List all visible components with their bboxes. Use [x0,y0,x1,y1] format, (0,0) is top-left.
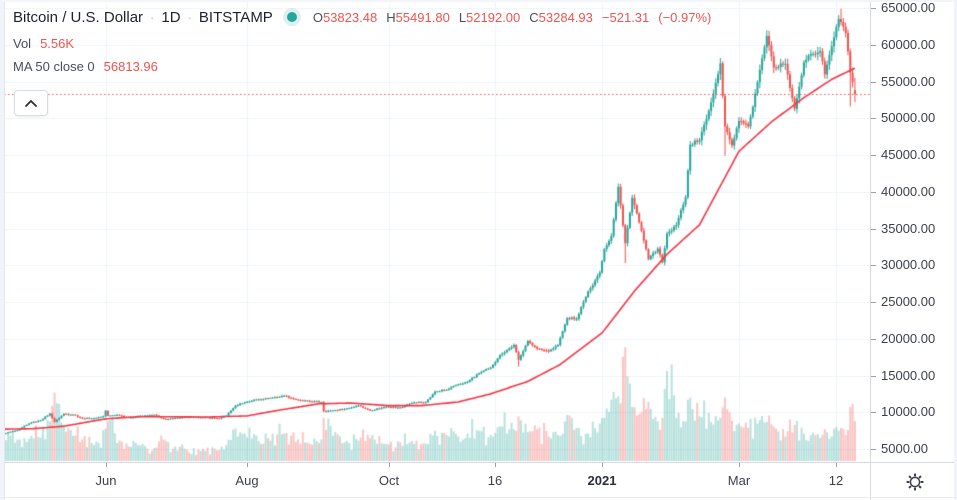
x-axis-tick [389,463,390,467]
y-axis-label: 5000.00 [881,441,928,456]
chevron-up-icon [25,99,37,107]
legend-separator: · [187,9,192,25]
low-label: L [458,9,467,25]
y-axis-tick [871,376,876,377]
symbol-title[interactable]: Bitcoin / U.S. Dollar [13,8,144,26]
axis-settings-corner[interactable] [870,462,957,500]
price-axis[interactable]: 65000.00 60000.00 55000.00 50000.00 45000.00… [870,0,957,462]
left-toolbar-edge [0,0,5,500]
y-axis-label: 60000.00 [881,36,936,52]
ohlc-values: O53823.48 H55491.80 L52192.00 C53284.93 … [313,10,712,25]
y-axis-tick [871,265,876,266]
x-axis-tick [106,463,107,467]
ma50-value: 56813.96 [103,58,158,74]
x-axis-tick [247,463,248,467]
y-axis-tick [871,118,876,119]
close-value: 53284.93 [538,9,593,25]
y-axis-tick [871,8,876,9]
y-axis-tick [871,82,876,83]
high-label: H [386,9,396,25]
y-axis-tick [871,229,876,230]
price-chart-canvas[interactable] [0,0,870,462]
window-top-edge [0,0,957,2]
x-axis-label: Mar [727,473,751,488]
legend-symbol-row: Bitcoin / U.S. Dollar · 1D · BITSTAMP O5… [13,6,711,28]
open-label: O [312,9,323,25]
x-axis-tick [602,463,603,467]
y-axis-label: 15000.00 [881,367,936,383]
low-value: 52192.00 [466,9,521,25]
x-axis-label: 16 [487,473,503,488]
ma50-label: MA 50 close 0 [13,58,95,74]
y-axis-label: 50000.00 [881,110,936,126]
y-axis-tick [871,155,876,156]
y-axis-label: 40000.00 [881,183,936,199]
y-axis-label: 10000.00 [881,404,936,420]
x-axis-label: 12 [828,473,844,488]
y-axis-label: 55000.00 [881,73,936,89]
y-axis-label: 65000.00 [881,0,936,15]
volume-value: 5.56K [40,35,75,51]
change-value: −521.31 [601,9,650,25]
y-axis-label: 25000.00 [881,294,936,309]
y-axis-tick [871,302,876,303]
x-axis-label: Aug [235,473,259,488]
window-bottom-edge [0,497,957,498]
interval-label[interactable]: 1D [161,8,181,26]
gear-icon [906,473,923,491]
y-axis-label: 45000.00 [881,147,936,162]
y-axis-label: 30000.00 [881,257,936,273]
chart-legend: Bitcoin / U.S. Dollar · 1D · BITSTAMP O5… [13,6,711,74]
y-axis-tick [871,192,876,193]
x-axis-label: 2021 [587,473,617,488]
legend-separator: · [150,9,155,25]
close-label: C [529,9,539,25]
change-percent: (−0.97%) [658,9,712,25]
x-axis-tick [836,463,837,467]
x-axis-tick [739,463,740,467]
time-axis[interactable]: Jun Aug Oct 16 2021 Mar 12 [0,462,870,500]
legend-volume-row: Vol 5.56K [13,35,711,51]
y-axis-tick [871,412,876,413]
legend-collapse-button[interactable] [14,90,48,116]
connection-status-icon [286,12,297,22]
x-axis-label: Jun [95,473,117,488]
y-axis-label: 35000.00 [881,220,936,236]
y-axis-tick [871,339,876,340]
open-value: 53823.48 [322,9,378,25]
y-axis-tick [871,45,876,46]
exchange-label[interactable]: BITSTAMP [198,8,273,26]
window-right-edge [954,0,957,500]
volume-label: Vol [13,35,32,51]
x-axis-label: Oct [378,473,400,488]
high-value: 55491.80 [395,9,450,25]
y-axis-label: 20000.00 [881,330,936,346]
x-axis-tick [495,463,496,467]
legend-ma-row: MA 50 close 0 56813.96 [13,58,711,74]
y-axis-tick [871,449,876,450]
